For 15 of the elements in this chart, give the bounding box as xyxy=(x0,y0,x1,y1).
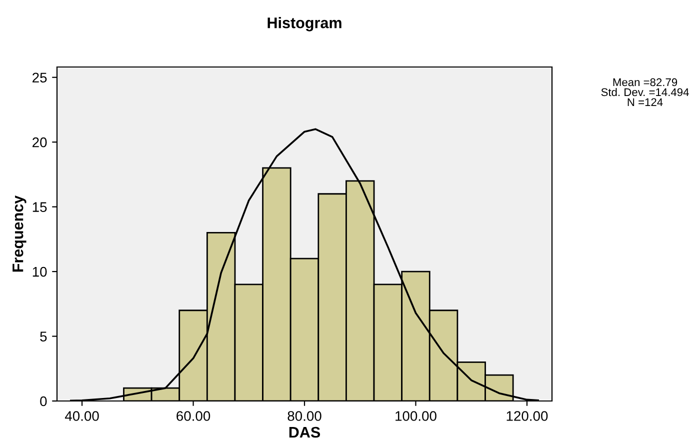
chart-title: Histogram xyxy=(268,17,342,32)
x-tick-label: 120.00 xyxy=(506,411,548,421)
y-tick-label: 5 xyxy=(40,332,47,342)
y-tick-label: 10 xyxy=(32,266,47,277)
x-tick-label: 100.00 xyxy=(396,411,436,421)
x-tick-label: 40.00 xyxy=(64,411,99,421)
y-tick-label: 0 xyxy=(40,396,47,406)
y-tick-label: 15 xyxy=(32,202,47,212)
text: Mean =82.79 Std. Dev. =14.494 N =124 xyxy=(601,78,689,106)
y-tick-label: 25 xyxy=(32,72,47,83)
x-axis-title: DAS xyxy=(289,426,320,438)
y-axis-title: Frequency xyxy=(12,195,26,272)
y-tick-label: 20 xyxy=(32,137,47,148)
x-tick-label: 60.00 xyxy=(176,411,210,421)
x-tick-label: 80.00 xyxy=(288,411,322,421)
